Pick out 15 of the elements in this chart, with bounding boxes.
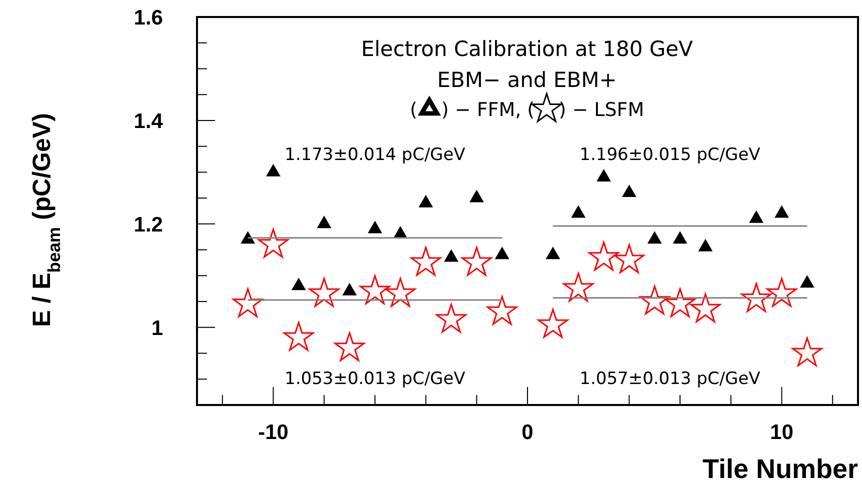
y-tick-label: 1.4 <box>134 110 164 133</box>
y-tick-label: 1 <box>151 316 164 340</box>
annotation: 1.173±0.014 pC/GeV <box>284 145 466 165</box>
text: EBM− and EBM+ <box>437 68 617 92</box>
y-tick-label: 1.2 <box>134 213 163 236</box>
x-tick-label: 0 <box>522 421 534 444</box>
x-tick-label: 10 <box>770 421 794 444</box>
annotation: 1.053±0.013 pC/GeV <box>284 369 466 389</box>
x-tick-label: -10 <box>258 421 288 444</box>
text: Electron Calibration at 180 GeV <box>361 37 694 61</box>
annotation: 1.057±0.013 pC/GeV <box>580 369 761 389</box>
annotation: 1.196±0.015 pC/GeV <box>580 145 761 165</box>
y-tick-label: 1.6 <box>134 6 163 30</box>
annotation: ( ) − FFM, ( ) − LSFM <box>410 99 644 121</box>
x-axis-title: Tile Number <box>702 454 858 484</box>
